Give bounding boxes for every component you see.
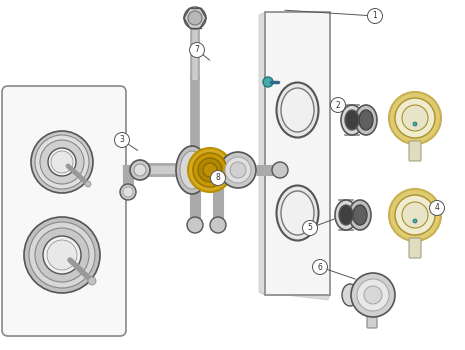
Text: 6: 6 (318, 262, 322, 272)
Circle shape (331, 98, 345, 112)
Circle shape (413, 122, 417, 126)
Ellipse shape (359, 110, 373, 130)
Ellipse shape (180, 151, 204, 189)
Circle shape (51, 151, 73, 173)
Circle shape (263, 77, 273, 87)
Circle shape (210, 217, 226, 233)
Circle shape (31, 131, 93, 193)
Ellipse shape (345, 110, 359, 130)
Circle shape (114, 133, 129, 147)
Circle shape (430, 201, 445, 216)
Text: 8: 8 (216, 174, 220, 182)
Text: 3: 3 (120, 135, 125, 145)
Ellipse shape (281, 88, 314, 132)
Circle shape (188, 11, 202, 25)
Circle shape (120, 184, 136, 200)
Ellipse shape (277, 83, 319, 138)
Circle shape (85, 181, 91, 187)
Circle shape (193, 153, 227, 187)
Circle shape (188, 148, 232, 192)
Ellipse shape (339, 205, 353, 225)
Circle shape (351, 273, 395, 317)
Circle shape (395, 195, 435, 235)
Circle shape (48, 148, 76, 176)
Circle shape (367, 8, 383, 23)
Circle shape (184, 7, 206, 29)
Circle shape (312, 259, 327, 274)
Ellipse shape (353, 205, 367, 225)
Polygon shape (259, 12, 265, 295)
Circle shape (187, 217, 203, 233)
Circle shape (134, 164, 146, 176)
Circle shape (40, 140, 84, 184)
Circle shape (43, 236, 81, 274)
FancyBboxPatch shape (409, 141, 421, 161)
Circle shape (395, 98, 435, 138)
Circle shape (272, 162, 288, 178)
Circle shape (47, 240, 77, 270)
Circle shape (364, 286, 382, 304)
Text: 1: 1 (372, 12, 378, 21)
Ellipse shape (341, 105, 363, 135)
Circle shape (402, 105, 428, 131)
Ellipse shape (349, 200, 371, 230)
Circle shape (389, 189, 441, 241)
Circle shape (130, 160, 150, 180)
Ellipse shape (342, 284, 358, 306)
Circle shape (123, 187, 133, 197)
Text: 2: 2 (336, 100, 340, 110)
Circle shape (357, 279, 389, 311)
FancyBboxPatch shape (2, 86, 126, 336)
Text: 4: 4 (435, 203, 439, 212)
Circle shape (389, 92, 441, 144)
Polygon shape (265, 12, 330, 295)
Circle shape (88, 277, 96, 285)
Circle shape (413, 219, 417, 223)
FancyBboxPatch shape (409, 238, 421, 258)
Circle shape (35, 228, 89, 282)
Ellipse shape (281, 191, 314, 235)
Circle shape (402, 202, 428, 228)
Polygon shape (259, 292, 330, 300)
Text: 7: 7 (194, 46, 199, 55)
Circle shape (230, 162, 246, 178)
Ellipse shape (277, 186, 319, 240)
Ellipse shape (335, 200, 357, 230)
Ellipse shape (355, 105, 377, 135)
Circle shape (198, 158, 222, 182)
FancyBboxPatch shape (367, 312, 377, 328)
Circle shape (24, 217, 100, 293)
Ellipse shape (176, 146, 208, 194)
Circle shape (35, 135, 89, 189)
Circle shape (29, 222, 95, 288)
Circle shape (225, 157, 251, 183)
Circle shape (190, 42, 205, 57)
Text: 5: 5 (307, 224, 312, 232)
Circle shape (303, 220, 318, 236)
Circle shape (211, 170, 226, 186)
Circle shape (203, 163, 217, 177)
Circle shape (220, 152, 256, 188)
